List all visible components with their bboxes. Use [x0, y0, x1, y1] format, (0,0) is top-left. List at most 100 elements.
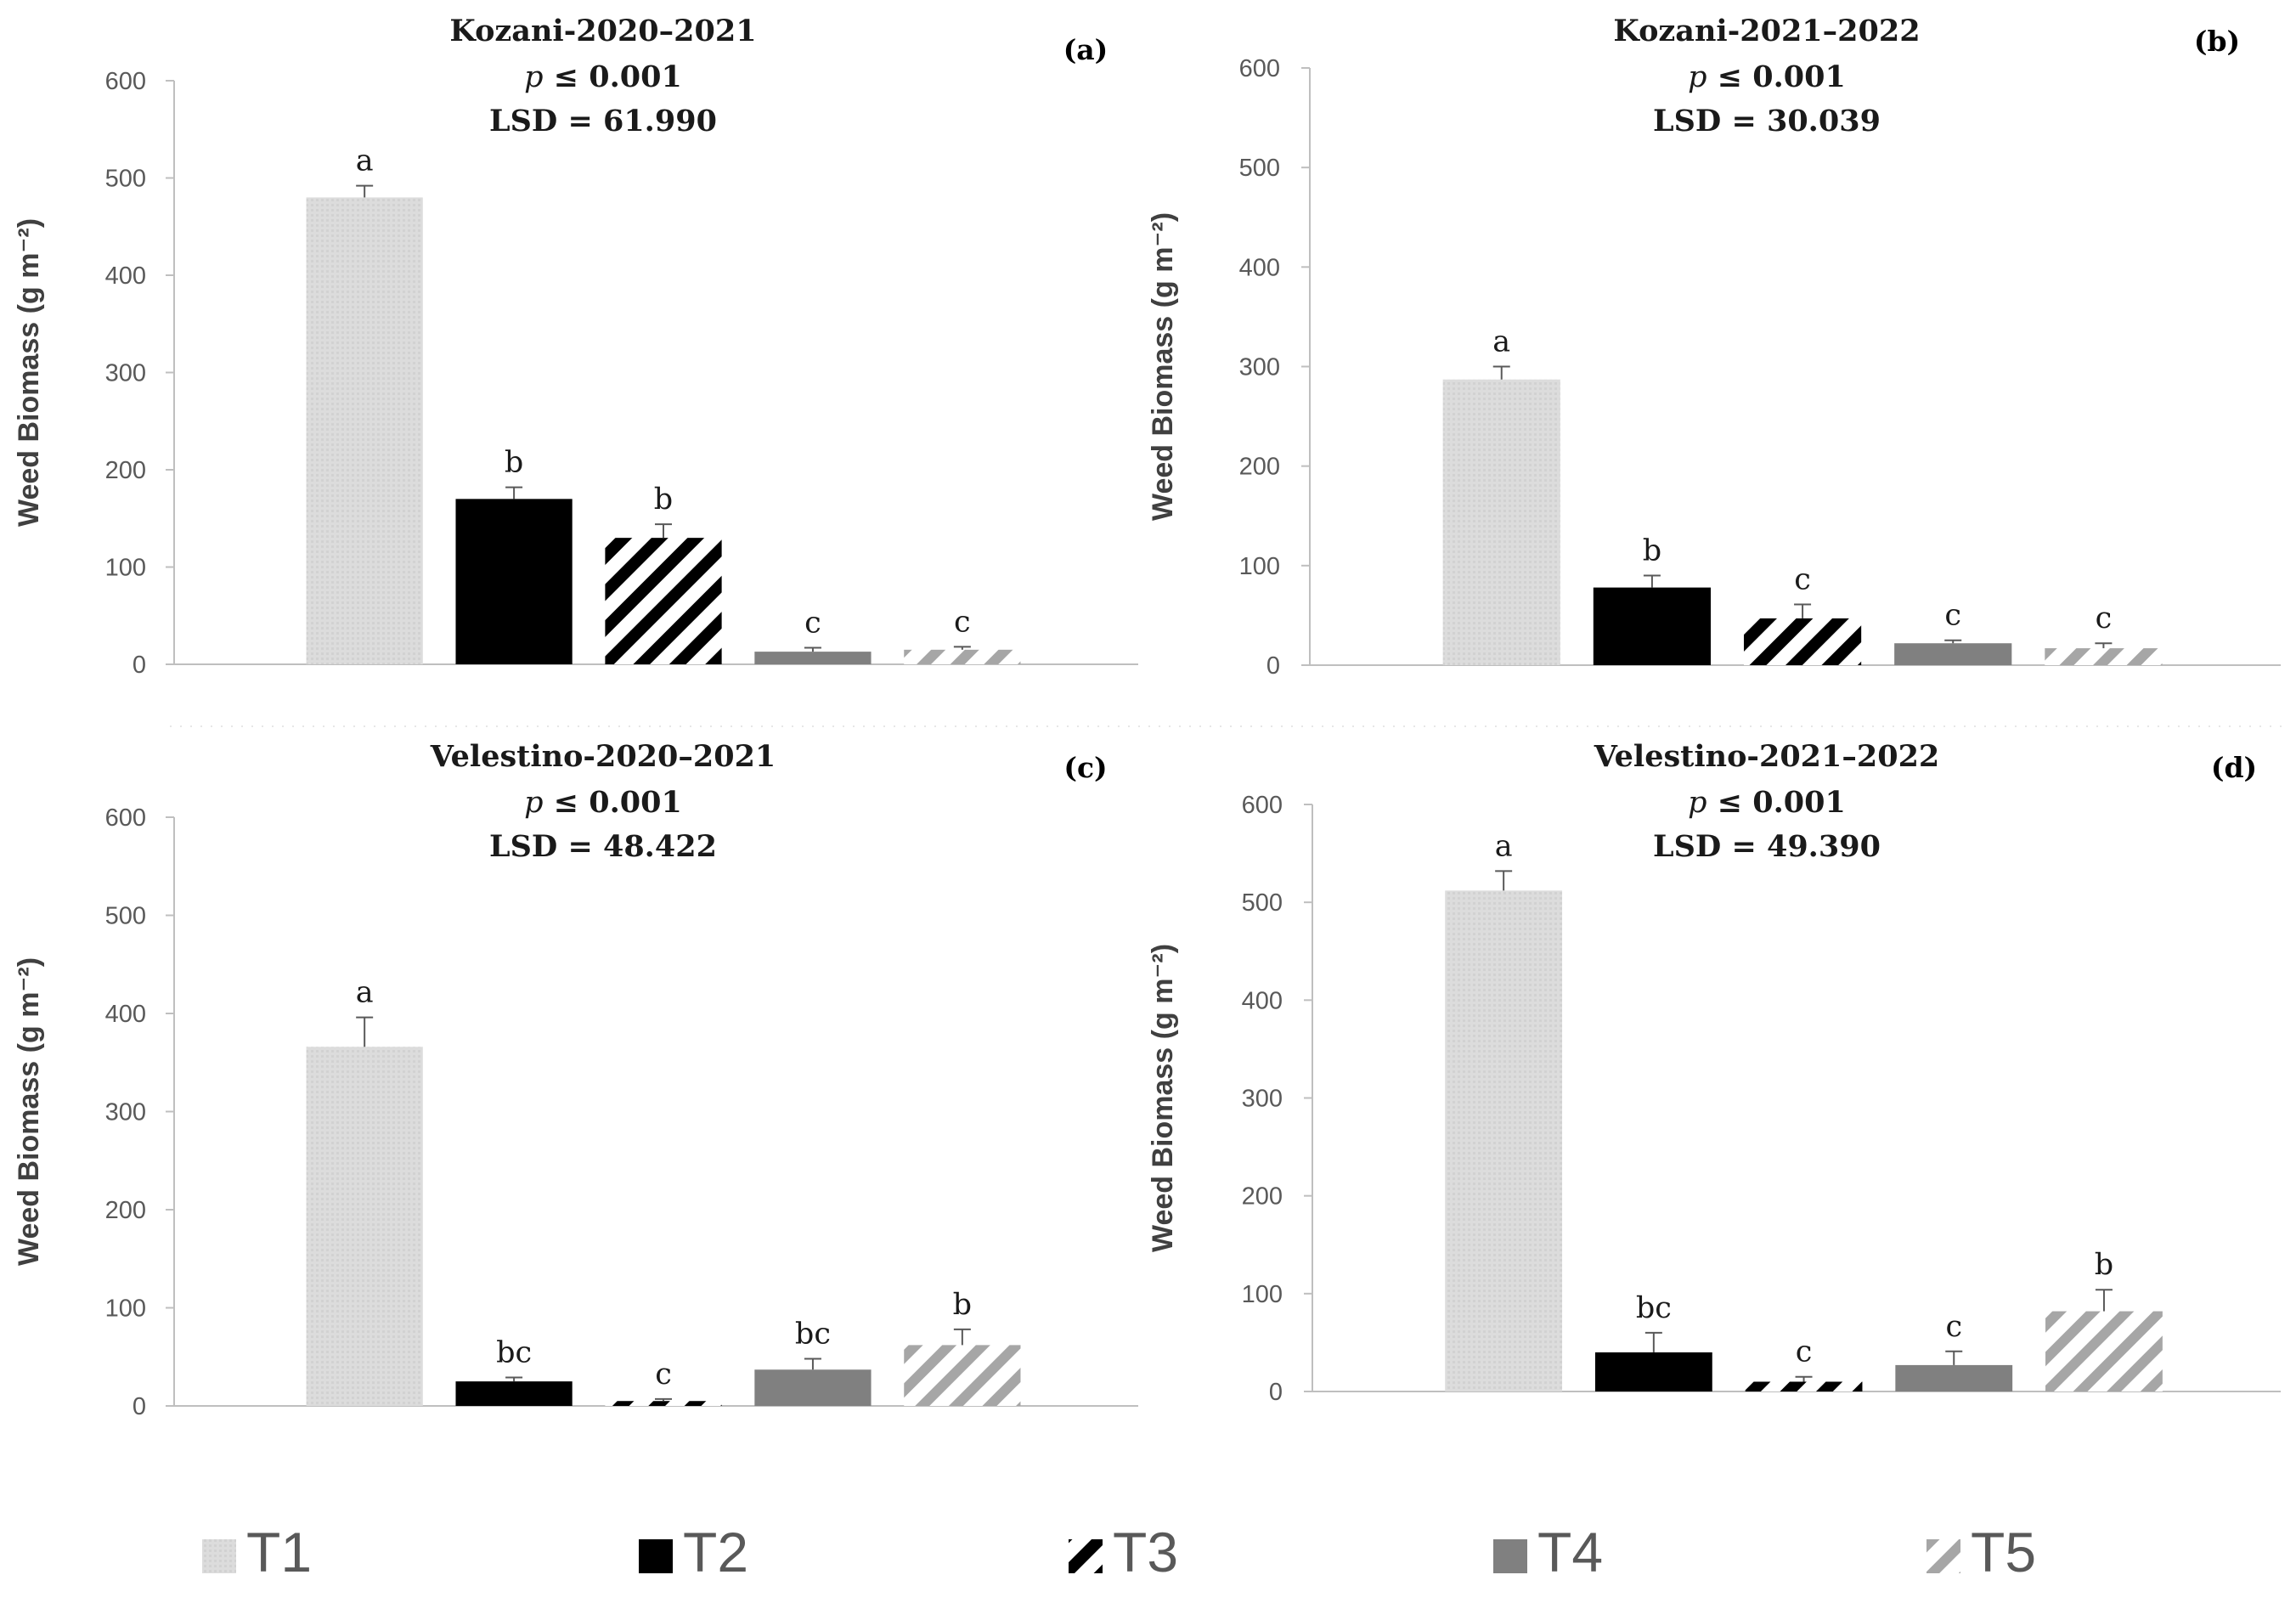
legend-swatch — [1926, 1539, 1960, 1573]
p-value-rest: ≤ 0.001 — [544, 59, 682, 94]
significance-letter: c — [1945, 1310, 1962, 1344]
lsd-text: LSD = 30.039 — [1653, 104, 1881, 138]
significance-letter: c — [1794, 563, 1811, 597]
legend-swatch — [1493, 1539, 1527, 1573]
bar-t1 — [306, 197, 423, 664]
p-value-text: p ≤ 0.001 — [524, 785, 682, 820]
bar-t2 — [1593, 587, 1712, 665]
bar-t2 — [455, 1381, 573, 1406]
y-axis-label: Weed Biomass (g m⁻²) — [13, 957, 45, 1266]
panels-group: 0 100 200 300 400 500 600 Weed Biomass (g m⁻²) K… — [13, 14, 2285, 1420]
panel-kozani-2021-2022: 0 100 200 300 400 500 600 Weed Biomass (g m⁻²) K… — [1147, 14, 2281, 680]
y-axis-label: Weed Biomass (g m⁻²) — [13, 218, 45, 527]
y-tick-label: 200 — [1242, 1183, 1283, 1211]
legend-item-t4: T4 — [1493, 1521, 1603, 1583]
legend-label: T3 — [1113, 1521, 1178, 1583]
panel-label: (d) — [2211, 751, 2257, 784]
bar-t4 — [754, 652, 872, 664]
y-tick-label: 200 — [105, 1197, 146, 1224]
chart-title: Velestino-2020–2021 — [430, 739, 776, 774]
chart-title: Kozani-2021–2022 — [1613, 14, 1920, 48]
significance-letter: b — [654, 483, 673, 516]
y-tick-label: 600 — [1239, 55, 1280, 82]
bar-t2 — [455, 499, 573, 664]
legend-swatch — [202, 1539, 236, 1573]
panel-label: (b) — [2194, 25, 2240, 58]
significance-letter: b — [505, 446, 523, 480]
panel-label: (c) — [1063, 751, 1107, 784]
y-tick-label: 100 — [105, 555, 146, 582]
y-tick-label: 100 — [105, 1295, 146, 1323]
bar-t5 — [2045, 648, 2163, 665]
p-value-symbol: p — [524, 60, 543, 94]
y-axis-label: Weed Biomass (g m⁻²) — [1147, 212, 1179, 521]
y-tick-label: 0 — [1266, 652, 1280, 680]
y-tick-label: 100 — [1239, 553, 1280, 580]
bar-t1 — [306, 1047, 423, 1406]
legend-item-t3: T3 — [1069, 1521, 1178, 1583]
significance-letter: b — [953, 1288, 972, 1322]
y-tick-label: 200 — [1239, 454, 1280, 481]
significance-letter: bc — [795, 1318, 831, 1352]
significance-letter: c — [1796, 1335, 1813, 1369]
bar-t1 — [1445, 890, 1563, 1391]
y-tick-label: 100 — [1242, 1281, 1283, 1308]
legend-item-t2: T2 — [639, 1521, 748, 1583]
bar-t5 — [904, 649, 1021, 664]
y-tick-label: 500 — [1242, 889, 1283, 917]
p-value-symbol: p — [1688, 60, 1706, 94]
significance-letter: c — [804, 607, 821, 641]
y-tick-label: 0 — [133, 652, 146, 679]
y-tick-label: 600 — [1242, 792, 1283, 819]
bar-t4 — [1895, 1364, 2013, 1391]
legend-label: T5 — [1971, 1521, 2036, 1583]
bar-t2 — [1594, 1352, 1712, 1391]
chart-title: Velestino-2021–2022 — [1594, 739, 1940, 774]
bar-t3 — [1743, 618, 1862, 665]
y-tick-label: 0 — [133, 1393, 146, 1420]
chart-title: Kozani-2020–2021 — [449, 14, 756, 48]
significance-letter: c — [655, 1358, 672, 1391]
y-tick-label: 500 — [105, 903, 146, 930]
lsd-text: LSD = 49.390 — [1653, 829, 1881, 864]
significance-letter: bc — [496, 1336, 532, 1370]
bar-t1 — [1442, 379, 1560, 665]
p-value-rest: ≤ 0.001 — [1707, 785, 1846, 820]
panel-label: (a) — [1063, 33, 1109, 66]
y-tick-label: 0 — [1269, 1379, 1283, 1406]
p-value-text: p ≤ 0.001 — [1688, 785, 1846, 820]
significance-letter: a — [356, 976, 374, 1010]
significance-letter: c — [2096, 601, 2113, 635]
y-tick-label: 200 — [105, 457, 146, 484]
significance-letter: c — [1944, 599, 1961, 633]
y-tick-label: 400 — [1242, 987, 1283, 1014]
p-value-symbol: p — [524, 786, 543, 820]
significance-letter: bc — [1636, 1291, 1672, 1325]
p-value-symbol: p — [1688, 786, 1706, 820]
significance-letter: a — [1495, 829, 1513, 863]
bar-t5 — [2045, 1311, 2163, 1391]
significance-letter: b — [2095, 1248, 2113, 1282]
significance-letter: a — [356, 144, 374, 178]
bar-t5 — [904, 1345, 1021, 1406]
significance-letter: b — [1643, 534, 1661, 568]
lsd-text: LSD = 61.990 — [489, 104, 717, 138]
bar-t3 — [605, 538, 722, 664]
y-tick-label: 400 — [105, 1001, 146, 1028]
significance-letter: a — [1492, 325, 1510, 359]
y-tick-label: 400 — [105, 262, 146, 290]
legend-label: T2 — [683, 1521, 748, 1583]
y-tick-label: 600 — [105, 804, 146, 832]
legend-label: T4 — [1537, 1521, 1603, 1583]
y-tick-label: 300 — [105, 360, 146, 387]
y-tick-label: 300 — [1242, 1086, 1283, 1113]
p-value-rest: ≤ 0.001 — [544, 785, 682, 820]
legend-item-t1: T1 — [202, 1521, 312, 1583]
panel-velestino-2020-2021: 0 100 200 300 400 500 600 Weed Biomass (g m⁻²) V… — [13, 739, 1138, 1420]
legend-item-t5: T5 — [1926, 1521, 2036, 1583]
lsd-text: LSD = 48.422 — [489, 829, 717, 864]
legend: T1 T2 T3 T4 T5 — [202, 1521, 2036, 1583]
p-value-text: p ≤ 0.001 — [1688, 59, 1846, 94]
y-tick-label: 500 — [105, 166, 146, 193]
